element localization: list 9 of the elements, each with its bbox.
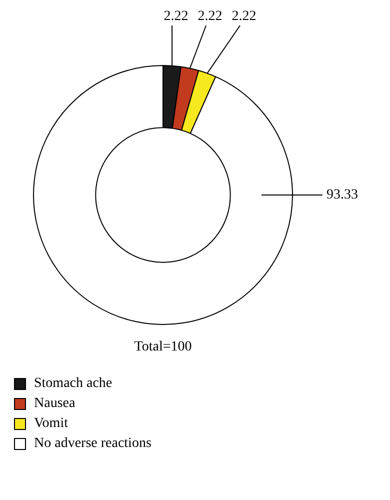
legend-label: No adverse reactions — [34, 436, 152, 452]
legend-label: Vomit — [34, 416, 68, 432]
legend-label: Nausea — [34, 396, 76, 412]
data-label: 2.22 — [164, 9, 188, 24]
data-label: 2.22 — [198, 9, 222, 24]
text: Total=100 — [134, 340, 192, 355]
data-label: 93.33 — [326, 188, 358, 203]
data-label: 2.22 — [232, 9, 256, 24]
legend-label: Stomach ache — [34, 376, 112, 392]
